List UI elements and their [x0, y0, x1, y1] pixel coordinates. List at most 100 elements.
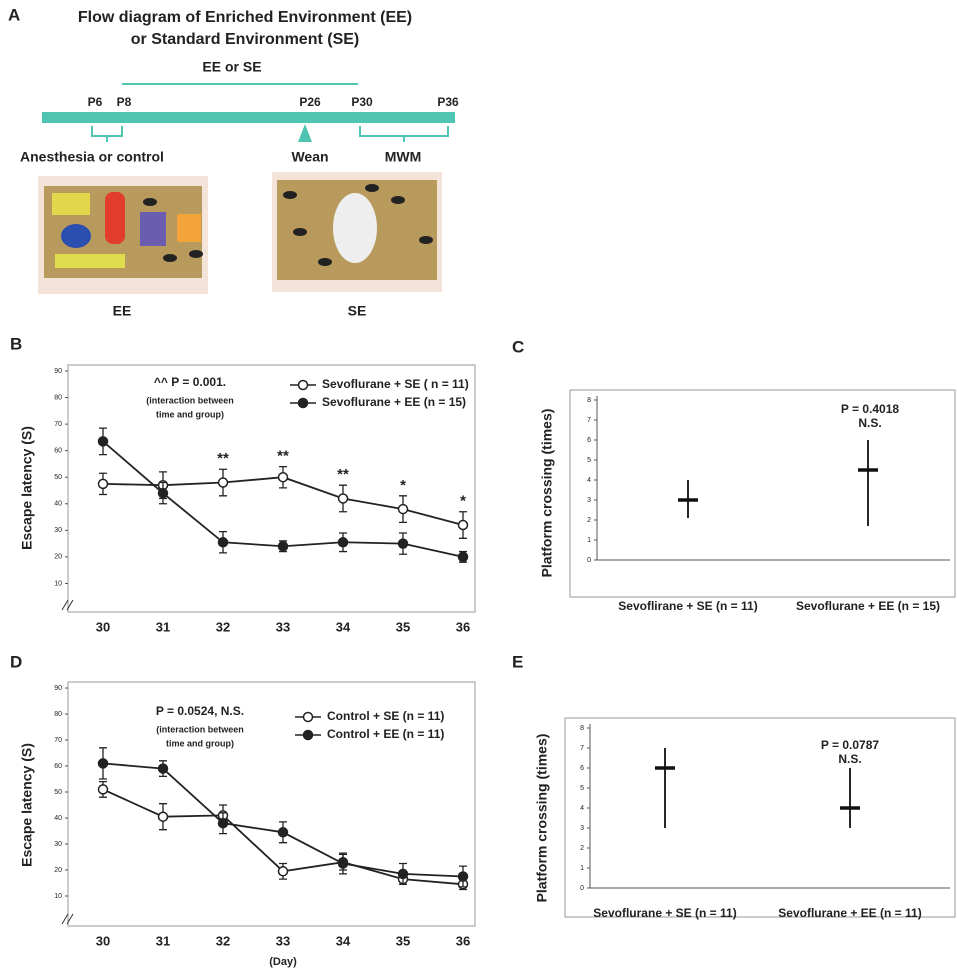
y-tick-label: 1: [580, 865, 584, 872]
wean-marker: [298, 124, 312, 142]
series-line: [103, 763, 463, 876]
y-tick-label: 80: [54, 394, 62, 401]
nest: [333, 193, 377, 263]
legend-marker: [299, 399, 308, 408]
legend-label: Sevoflurane + SE ( n = 11): [322, 377, 469, 391]
y-tick-label: 40: [54, 501, 62, 508]
panel-letter: B: [10, 334, 22, 353]
y-tick-label: 7: [587, 417, 591, 424]
mouse: [293, 228, 307, 236]
x-tick-label: Sevoflurane + EE (n = 11): [778, 906, 921, 920]
annotation: time and group): [166, 738, 234, 748]
timeline-label: P36: [437, 95, 459, 109]
annotation: N.S.: [838, 752, 861, 766]
panel-letter: D: [10, 652, 22, 671]
y-tick-label: 10: [54, 893, 62, 900]
legend-label: Sevoflurane + EE (n = 15): [322, 395, 466, 409]
y-tick-label: 0: [587, 557, 591, 564]
photo-ee: [38, 176, 208, 294]
x-tick-label: 32: [216, 933, 230, 948]
y-tick-label: 3: [587, 497, 591, 504]
y-tick-label: 6: [580, 765, 584, 772]
mouse: [283, 191, 297, 199]
x-tick-label: 30: [96, 619, 110, 634]
y-tick-label: 30: [54, 527, 62, 534]
photo-label: SE: [348, 303, 367, 319]
event-label: MWM: [385, 149, 422, 165]
period-label: EE or SE: [202, 59, 261, 75]
data-point: [339, 859, 348, 868]
data-point: [399, 539, 408, 548]
y-tick-label: 50: [54, 474, 62, 481]
timeline-label: P30: [351, 95, 373, 109]
data-point: [339, 538, 348, 547]
data-point: [279, 473, 288, 482]
y-tick-label: 40: [54, 815, 62, 822]
legend-label: Control + EE (n = 11): [327, 727, 444, 741]
data-point: [279, 828, 288, 837]
timeline-label: P8: [117, 95, 132, 109]
panel-letter: E: [512, 652, 523, 671]
photo-label: EE: [113, 303, 132, 319]
event-label: Wean: [291, 149, 328, 165]
timeline-label: P26: [299, 95, 321, 109]
annotation: (interaction between: [146, 395, 234, 405]
data-point: [219, 478, 228, 487]
x-tick-label: Sevoflurane + EE (n = 15): [796, 599, 940, 613]
title: Flow diagram of Enriched Environment (EE…: [78, 9, 412, 26]
y-tick-label: 7: [580, 745, 584, 752]
data-point: [399, 505, 408, 514]
bracket: [92, 126, 122, 142]
x-tick-label: 33: [276, 933, 290, 948]
data-point: [459, 872, 468, 881]
annotation: time and group): [156, 409, 224, 419]
y-tick-label: 2: [580, 845, 584, 852]
data-point: [99, 479, 108, 488]
significance: **: [337, 466, 349, 483]
timeline-bar: [42, 112, 455, 123]
mouse: [391, 196, 405, 204]
x-tick-label: 32: [216, 619, 230, 634]
legend-label: Control + SE (n = 11): [327, 709, 444, 723]
plot-frame: [565, 718, 955, 917]
data-point: [279, 542, 288, 551]
y-tick-label: 50: [54, 789, 62, 796]
data-point: [339, 494, 348, 503]
data-point: [279, 867, 288, 876]
toy: [55, 254, 125, 268]
y-tick-label: 5: [580, 785, 584, 792]
y-tick-label: 90: [54, 685, 62, 692]
annotation: P = 0.0787: [821, 738, 879, 752]
photo-se: [272, 172, 442, 292]
legend-marker: [299, 381, 308, 390]
bracket: [360, 126, 448, 142]
y-tick-label: 2: [587, 517, 591, 524]
annotation: P = 0.0524, N.S.: [156, 704, 244, 718]
data-point: [459, 521, 468, 530]
y-axis-label: Escape latency (S): [19, 743, 35, 867]
y-tick-label: 5: [587, 457, 591, 464]
significance: **: [217, 450, 229, 467]
y-tick-label: 10: [54, 580, 62, 587]
x-tick-label: Sevoflurane + SE (n = 11): [593, 906, 736, 920]
annotation: P = 0.4018: [841, 402, 899, 416]
y-tick-label: 3: [580, 825, 584, 832]
y-tick-label: 30: [54, 841, 62, 848]
legend-marker: [304, 731, 313, 740]
y-tick-label: 4: [587, 477, 591, 484]
x-tick-label: 36: [456, 619, 470, 634]
x-tick-label: 31: [156, 933, 170, 948]
x-tick-label: 35: [396, 619, 410, 634]
y-tick-label: 8: [580, 725, 584, 732]
legend-marker: [304, 713, 313, 722]
x-tick-label: 35: [396, 933, 410, 948]
toy: [61, 224, 91, 248]
toy: [105, 192, 125, 244]
data-point: [99, 785, 108, 794]
y-tick-label: 0: [580, 885, 584, 892]
annotation: ^^ P = 0.001.: [154, 375, 226, 389]
y-tick-label: 20: [54, 867, 62, 874]
data-point: [399, 869, 408, 878]
y-axis-label: Platform crossing (times): [539, 409, 555, 578]
significance: *: [460, 493, 466, 510]
